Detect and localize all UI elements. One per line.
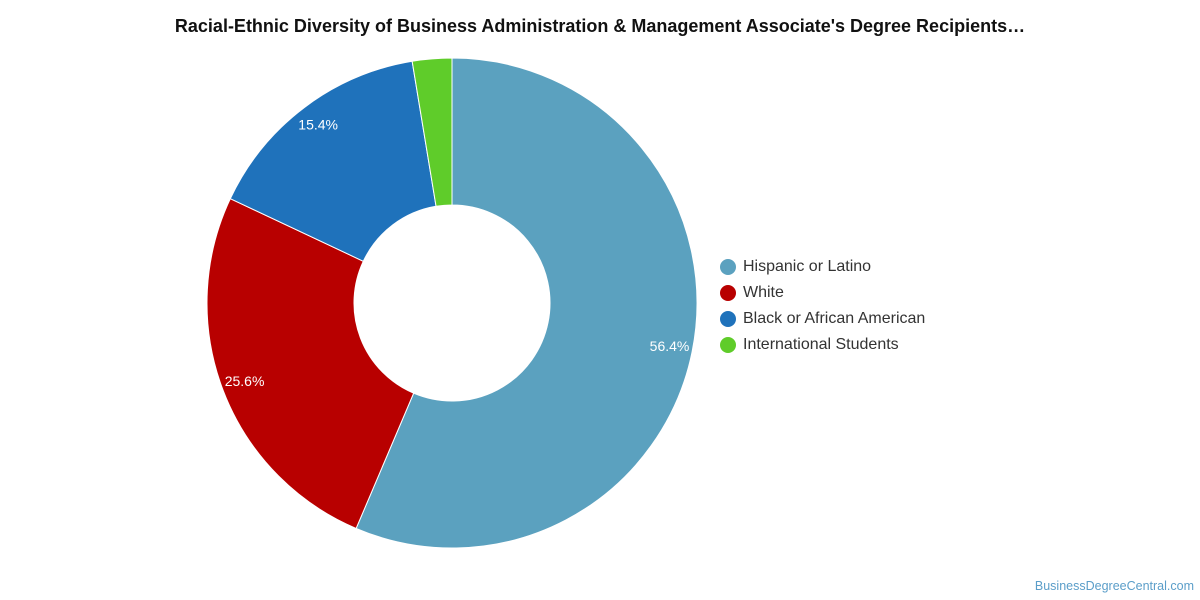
legend-swatch-icon <box>720 337 736 353</box>
legend-item-black-or-african-american[interactable]: Black or African American <box>720 306 925 332</box>
legend-label: International Students <box>743 336 899 353</box>
slice-international-students[interactable] <box>411 57 453 207</box>
slice-label-black-or-african-american: 15.4% <box>298 117 338 133</box>
legend-label: Black or African American <box>743 310 926 327</box>
legend-swatch-icon <box>720 285 736 301</box>
legend-swatch-icon <box>720 259 736 275</box>
legend-label: Hispanic or Latino <box>743 258 872 275</box>
slice-white[interactable] <box>206 198 415 530</box>
legend-swatch-icon <box>720 311 736 327</box>
legend-item-international-students[interactable]: International Students <box>720 332 925 358</box>
legend-item-hispanic-or-latino[interactable]: Hispanic or Latino <box>720 254 925 280</box>
legend: Hispanic or Latino White Black or African … <box>720 254 925 358</box>
slice-black-or-african-american[interactable] <box>229 60 437 262</box>
slice-label-hispanic-or-latino: 56.4% <box>650 338 690 354</box>
legend-item-white[interactable]: White <box>720 280 925 306</box>
slice-hispanic-or-latino[interactable] <box>355 57 698 549</box>
slice-label-white: 25.6% <box>225 373 265 389</box>
source-credit[interactable]: BusinessDegreeCentral.com <box>1034 579 1194 593</box>
chart-title: Racial-Ethnic Diversity of Business Admi… <box>174 16 1026 36</box>
legend-label: White <box>743 284 784 301</box>
